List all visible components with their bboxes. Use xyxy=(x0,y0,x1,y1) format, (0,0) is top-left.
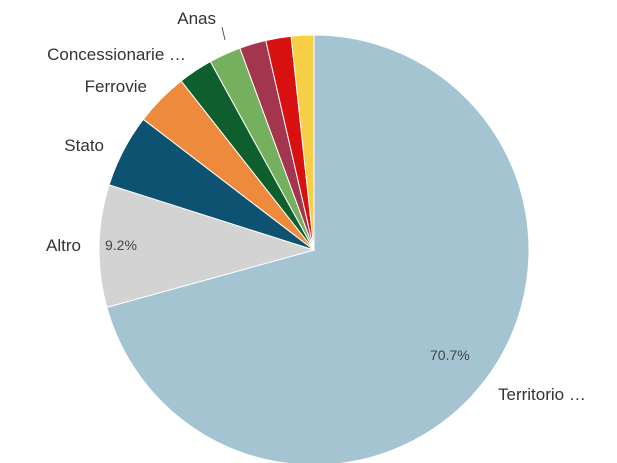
slice-label-stato: Stato xyxy=(64,136,104,155)
slice-label-ferrovie: Ferrovie xyxy=(85,77,147,96)
data-label-altro: 9.2% xyxy=(105,237,137,253)
pie-slice-territorio xyxy=(106,34,530,463)
pie-labels: Territorio … 70.7% Altro 9.2% Stato Ferrovie C… xyxy=(46,9,586,404)
slice-label-anas: Anas xyxy=(177,9,216,28)
data-label-territorio: 70.7% xyxy=(430,347,470,363)
slice-label-concessionarie: Concessionarie … xyxy=(47,45,186,64)
leader-line-anas xyxy=(221,26,226,41)
pie-slice-altro xyxy=(98,184,316,308)
slice-label-altro: Altro xyxy=(46,236,81,255)
slice-label-territorio: Territorio … xyxy=(498,385,586,404)
pie-slice-slice-8 xyxy=(290,34,315,251)
pie-slices xyxy=(98,34,530,463)
